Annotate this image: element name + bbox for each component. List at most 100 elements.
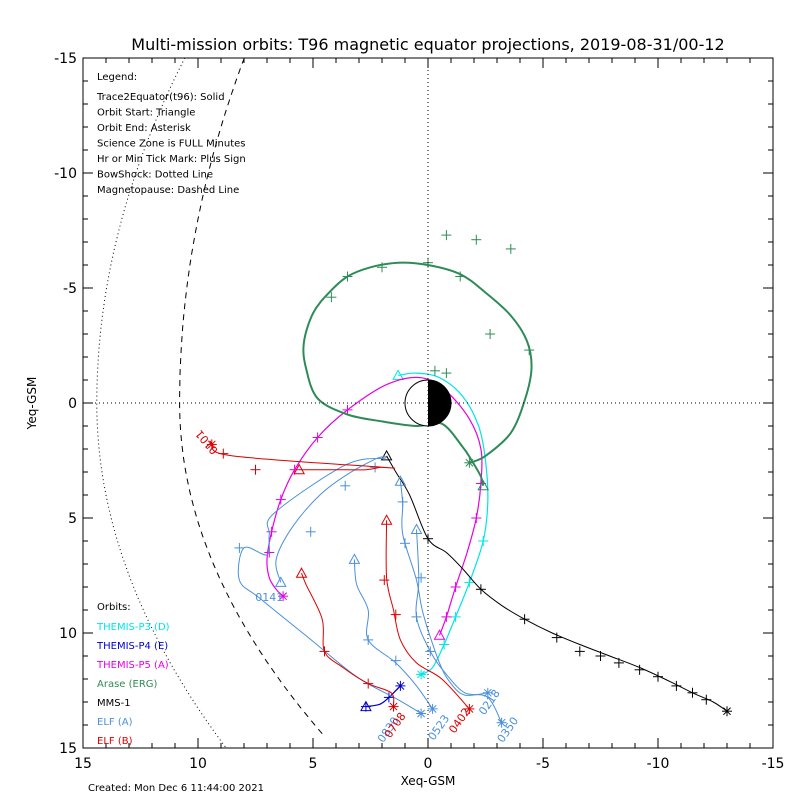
x-tick-label: 10 (189, 756, 207, 772)
orbit-trace (237, 456, 422, 714)
ast-d2 (396, 681, 405, 690)
y-tick-label: 15 (59, 741, 77, 757)
ast-d2 (483, 688, 492, 697)
ast-d2 (428, 704, 437, 713)
orbit-end-asterisk (427, 703, 438, 714)
legend-item: Hr or Min Tick Mark: Plus Sign (97, 154, 246, 165)
hr-tick-mark (613, 657, 624, 668)
orbit-start-triangle (392, 369, 404, 380)
orbit-legend-item: THEMIS-P4 (E) (96, 641, 168, 652)
series-mms-1 (380, 449, 732, 717)
hr-tick-mark (379, 575, 390, 586)
orbit-end-asterisk (464, 703, 475, 714)
orbit-trace (211, 443, 395, 471)
magnetopause-line (179, 57, 326, 737)
orbit-start-triangle (295, 567, 308, 578)
hr-tick-mark (701, 694, 712, 705)
x-tick-label: -15 (762, 756, 785, 772)
orbit-time-label: 0101 (193, 427, 221, 457)
orbit-legend-item: THEMIS-P5 (A) (96, 660, 169, 671)
orbit-end-asterisk (496, 717, 507, 728)
x-axis-label: Xeq-GSM (401, 774, 456, 788)
orbits-title: Orbits: (97, 602, 131, 613)
orbit-legend-item: THEMIS-P3 (D) (96, 622, 170, 633)
ast-d2 (417, 670, 426, 679)
orbit-trace (301, 573, 395, 707)
ast-d2 (465, 458, 474, 467)
hr-tick-mark (390, 655, 401, 666)
orbit-end-asterisk (395, 680, 406, 691)
orbit-time-label: 0141 (255, 591, 283, 604)
legend-item: Orbit End: Asterisk (97, 123, 191, 134)
hr-tick-mark (266, 526, 277, 537)
hr-tick-mark (450, 611, 461, 622)
ast-d2 (207, 440, 216, 449)
orbit-legend-item: Arase (ERG) (97, 679, 158, 690)
hr-tick-mark (250, 464, 261, 475)
ast-d2 (417, 709, 426, 718)
hr-tick-mark (312, 432, 323, 443)
orbit-end-asterisk (416, 708, 427, 719)
hr-tick-mark (340, 480, 351, 491)
hr-tick-mark (471, 234, 482, 245)
series-themis-p4-e (360, 680, 406, 712)
hr-tick-mark (574, 646, 585, 657)
orbit-start-triangle (380, 449, 393, 461)
orbit-end-asterisk (722, 706, 732, 717)
hr-tick-mark (595, 651, 606, 661)
hr-tick-mark (441, 611, 452, 622)
y-tick-label: 0 (68, 396, 77, 412)
orbit-trace (415, 529, 503, 723)
hr-tick-mark (234, 542, 245, 553)
series-themis-p5-a (264, 376, 486, 640)
orbit-start-triangle (477, 479, 490, 491)
hr-tick-mark (390, 609, 401, 620)
orbit-start-triangle (394, 475, 407, 486)
boundaries (96, 57, 326, 749)
hr-tick-mark (319, 646, 330, 657)
orbit-start-triangle (380, 514, 393, 525)
hr-tick-mark (342, 271, 353, 282)
hr-tick-mark (383, 692, 394, 703)
y-tick-label: -15 (54, 51, 77, 67)
y-tick-label: -10 (54, 166, 77, 182)
orbit-legend-item: ELF (A) (97, 717, 133, 728)
axes: 15 10 5 0 -5 -10 -15 -15 -10 -5 0 5 10 15 (54, 51, 784, 772)
hr-tick-mark (305, 526, 316, 537)
legend-item: Trace2Equator(t96): Solid (96, 92, 225, 103)
hr-tick-mark (400, 538, 410, 549)
orbit-trace (385, 520, 470, 710)
orbit-start-triangle (348, 553, 361, 564)
ast-d2 (497, 718, 506, 727)
x-tick-label: 15 (74, 756, 92, 772)
hr-tick-mark (429, 365, 440, 376)
hr-tick-mark (478, 536, 489, 546)
hr-tick-mark (464, 577, 475, 588)
hr-tick-mark (342, 404, 353, 415)
x-tick-label: -10 (647, 756, 670, 772)
hr-tick-mark (687, 687, 698, 698)
orbit-start-triangle (274, 576, 287, 587)
orbit-trace (386, 455, 728, 712)
hr-tick-mark (519, 614, 530, 625)
hr-tick-mark (425, 646, 436, 657)
hr-tick-mark (363, 678, 374, 689)
orbit-start-triangle (433, 629, 446, 640)
hr-tick-mark (441, 230, 452, 241)
ast-d2 (723, 707, 731, 716)
hr-tick-mark (441, 368, 452, 379)
x-tick-label: 0 (424, 756, 433, 772)
hr-tick-mark (634, 664, 645, 675)
legend-item: Science Zone is FULL Minutes (97, 139, 246, 150)
ast-d2 (465, 704, 474, 713)
orbit-end-asterisk (464, 457, 475, 468)
orbit-end-asterisk (388, 701, 399, 712)
orbit-legend-item: ELF (B) (97, 736, 133, 747)
hr-tick-mark (671, 680, 682, 691)
orbits-legend: Orbits: THEMIS-P3 (D) THEMIS-P4 (E) THEMIS-… (96, 602, 170, 747)
x-tick-label: 5 (309, 756, 318, 772)
hr-tick-mark (275, 494, 286, 505)
legend-item: Orbit Start: Triangle (97, 108, 195, 119)
orbit-start-triangle (360, 700, 372, 712)
